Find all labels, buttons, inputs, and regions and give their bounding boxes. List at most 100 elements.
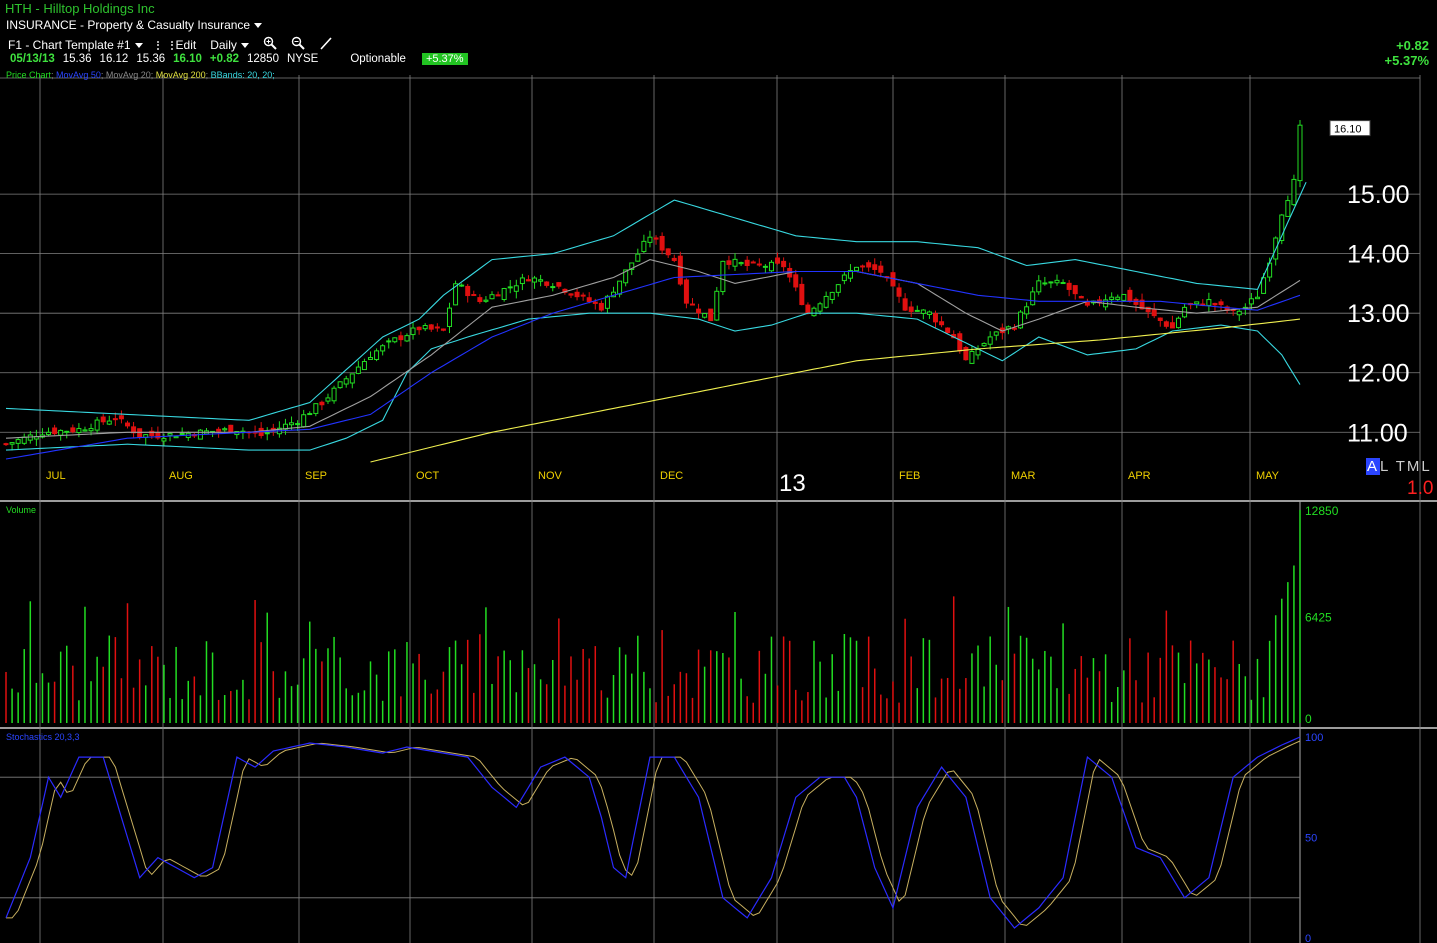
candle-body bbox=[957, 333, 963, 352]
stoch-tick-label: 50 bbox=[1305, 833, 1317, 845]
candle-body bbox=[21, 436, 27, 444]
candle-body bbox=[1066, 282, 1072, 290]
candle-body bbox=[58, 429, 64, 436]
candle-body bbox=[70, 427, 76, 433]
candle-body bbox=[823, 295, 829, 308]
candle-body bbox=[641, 240, 647, 252]
period-dropdown[interactable]: Daily bbox=[210, 38, 249, 52]
zoom-in-icon[interactable] bbox=[263, 36, 277, 53]
candle-body bbox=[410, 327, 416, 336]
candle-body bbox=[440, 328, 446, 331]
candle-body bbox=[1285, 200, 1291, 217]
candle-body bbox=[112, 418, 118, 421]
ma20-line bbox=[5, 259, 1301, 439]
x-tick-label: JUL bbox=[46, 470, 66, 482]
candle-body bbox=[1042, 282, 1048, 285]
candle-body bbox=[507, 286, 513, 289]
candle-body bbox=[744, 259, 750, 267]
edit-label: Edit bbox=[175, 37, 197, 52]
candle-body bbox=[64, 430, 70, 433]
candle-body bbox=[76, 428, 82, 434]
legend-bbands: BBands: 20, 20; bbox=[210, 70, 275, 80]
candle-body bbox=[228, 424, 234, 434]
candle-body bbox=[1084, 301, 1090, 306]
candle-body bbox=[1115, 296, 1121, 300]
candle-body bbox=[550, 286, 556, 289]
edit-button[interactable]: Edit bbox=[156, 37, 197, 52]
zoom-out-icon[interactable] bbox=[291, 36, 305, 53]
candle-body bbox=[653, 237, 659, 240]
candle-body bbox=[1254, 296, 1260, 300]
candle-body bbox=[1291, 178, 1297, 206]
last-price-label: 16.10 bbox=[1334, 124, 1362, 136]
legend-ma200: MovAvg 200 bbox=[155, 70, 206, 80]
volume-tick-label: 12850 bbox=[1305, 504, 1339, 518]
candle-body bbox=[519, 277, 525, 285]
candle-body bbox=[368, 357, 374, 360]
y-tick-label: 14.00 bbox=[1347, 241, 1410, 269]
candle-body bbox=[1297, 124, 1303, 182]
candle-body bbox=[872, 264, 878, 270]
candle-body bbox=[82, 429, 88, 432]
candle-body bbox=[623, 269, 629, 284]
legend-ma20: MovAvg 20 bbox=[105, 70, 151, 80]
candle-body bbox=[963, 347, 969, 361]
candle-body bbox=[1212, 302, 1218, 306]
candle-body bbox=[155, 432, 161, 439]
candle-body bbox=[878, 265, 884, 273]
candle-body bbox=[1024, 306, 1030, 315]
volume-tick-label: 0 bbox=[1305, 712, 1312, 726]
candle-body bbox=[932, 313, 938, 323]
candle-body bbox=[835, 284, 841, 293]
draw-line-icon[interactable] bbox=[319, 36, 333, 53]
x-tick-label: OCT bbox=[416, 470, 440, 482]
candle-body bbox=[708, 308, 714, 322]
candle-body bbox=[222, 428, 228, 431]
candle-body bbox=[829, 291, 835, 300]
candle-body bbox=[532, 277, 538, 283]
candle-body bbox=[501, 288, 507, 300]
candle-body bbox=[1133, 298, 1139, 305]
template-dropdown[interactable]: F1 - Chart Template #1 bbox=[8, 38, 143, 52]
stoch-d-line bbox=[6, 740, 1301, 926]
candle-body bbox=[1139, 299, 1145, 310]
quote-volume: 12850 bbox=[247, 53, 279, 65]
candle-body bbox=[465, 285, 471, 297]
candle-body bbox=[568, 293, 574, 296]
candle-body bbox=[817, 303, 823, 312]
candle-body bbox=[459, 284, 465, 287]
period-label: Daily bbox=[210, 37, 237, 52]
candle-body bbox=[1175, 317, 1181, 329]
candle-body bbox=[446, 307, 452, 327]
candle-body bbox=[659, 235, 665, 251]
candle-body bbox=[1072, 285, 1078, 295]
quote-low: 15.36 bbox=[136, 53, 166, 65]
candle-body bbox=[404, 335, 410, 342]
candle-body bbox=[926, 311, 932, 315]
candle-body bbox=[720, 260, 726, 293]
candle-body bbox=[914, 309, 920, 312]
candle-body bbox=[313, 403, 319, 414]
candle-body bbox=[398, 335, 404, 341]
candle-body bbox=[969, 350, 975, 364]
candle-body bbox=[696, 308, 702, 314]
candle-body bbox=[3, 443, 9, 446]
company-name: Hilltop Holdings Inc bbox=[43, 1, 155, 16]
industry-dropdown[interactable]: INSURANCE - Property & Casualty Insuranc… bbox=[6, 18, 263, 32]
candle-body bbox=[331, 387, 337, 402]
candle-body bbox=[513, 285, 519, 292]
stoch-tick-label: 100 bbox=[1305, 732, 1323, 744]
change-abs: +0.82 bbox=[1396, 38, 1429, 53]
symbol-title: HTH - Hilltop Holdings Inc bbox=[5, 1, 155, 16]
candle-body bbox=[167, 433, 173, 436]
candle-body bbox=[805, 304, 811, 314]
candle-body bbox=[738, 262, 744, 265]
candle-body bbox=[1109, 296, 1115, 300]
candle-body bbox=[477, 297, 483, 303]
candle-body bbox=[993, 331, 999, 336]
candle-body bbox=[762, 265, 768, 268]
candle-body bbox=[750, 261, 756, 264]
candle-body bbox=[702, 313, 708, 318]
candle-body bbox=[319, 401, 325, 406]
